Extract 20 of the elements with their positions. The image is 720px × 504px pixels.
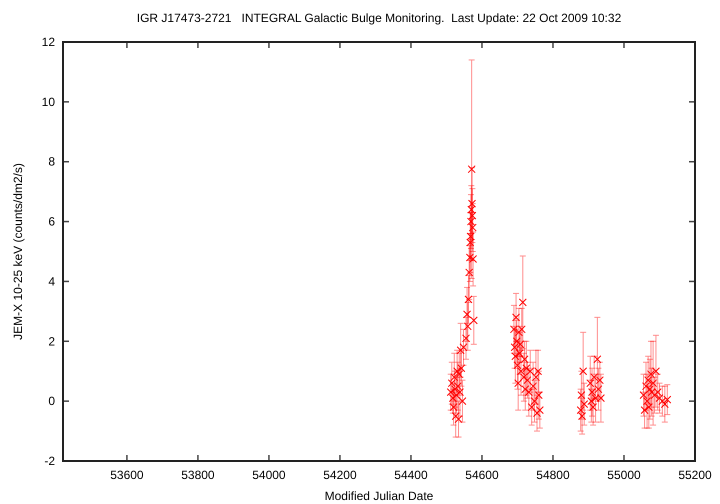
x-tick-label: 54000 [252, 468, 286, 482]
x-tick-label: 53800 [181, 468, 215, 482]
y-tick-label: 10 [42, 94, 56, 109]
x-tick-label: 54800 [536, 468, 570, 482]
y-tick-label: 8 [48, 154, 56, 169]
x-tick-label: 55000 [607, 468, 641, 482]
y-tick-label: 2 [48, 334, 56, 348]
y-tick-label: 6 [48, 214, 56, 229]
x-tick-label: 53600 [110, 468, 144, 482]
x-tick-label: 54400 [394, 468, 428, 482]
x-axis-title: Modified Julian Date [324, 489, 434, 503]
x-tick-label: 54200 [323, 468, 357, 482]
x-tick-label: 55200 [678, 468, 712, 482]
y-axis-title: JEM-X 10-25 keV (counts/dm2/s) [11, 163, 25, 340]
y-tick-label: 12 [42, 35, 56, 49]
x-tick-label: 54600 [465, 468, 499, 482]
y-tick-label: 4 [48, 274, 56, 288]
chart-title: IGR J17473-2721 INTEGRAL Galactic Bulge Monitoring. Last Update: 22 Oct 2009 10:32 [136, 11, 622, 25]
y-tick-label: 0 [48, 394, 56, 408]
y-tick-label: -2 [44, 454, 56, 468]
